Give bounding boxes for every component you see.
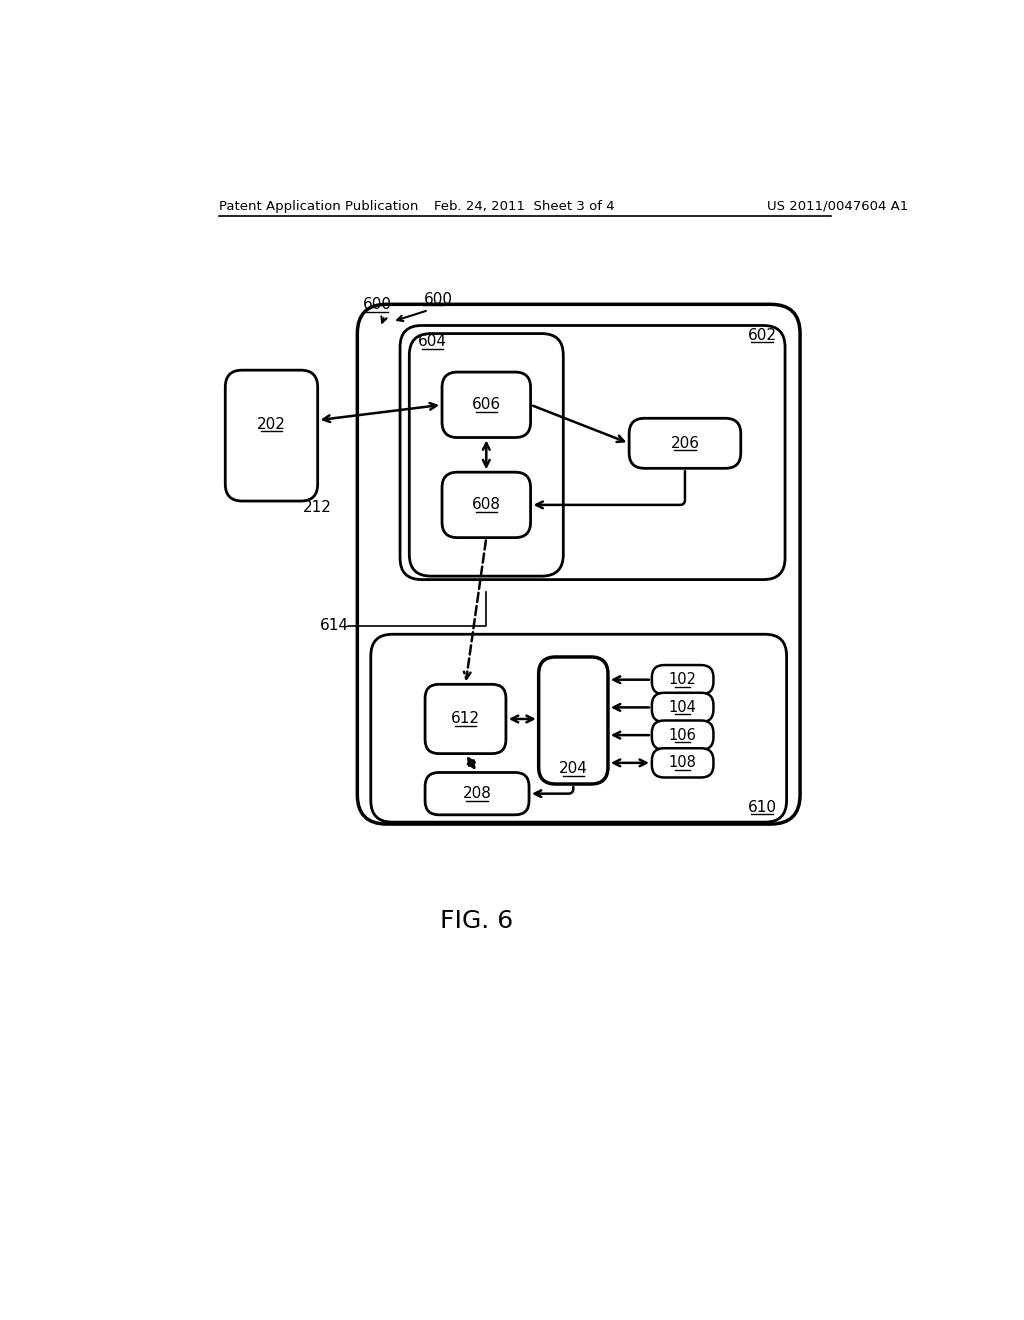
FancyBboxPatch shape: [652, 721, 714, 750]
Text: Feb. 24, 2011  Sheet 3 of 4: Feb. 24, 2011 Sheet 3 of 4: [434, 199, 615, 213]
Text: 102: 102: [669, 672, 696, 688]
FancyBboxPatch shape: [629, 418, 740, 469]
FancyBboxPatch shape: [410, 334, 563, 576]
Text: FIG. 6: FIG. 6: [440, 908, 514, 933]
Text: 604: 604: [418, 334, 446, 350]
Text: US 2011/0047604 A1: US 2011/0047604 A1: [767, 199, 908, 213]
Text: Patent Application Publication: Patent Application Publication: [219, 199, 419, 213]
Text: 602: 602: [748, 327, 776, 343]
Text: 614: 614: [321, 618, 349, 634]
Text: 106: 106: [669, 727, 696, 743]
FancyBboxPatch shape: [225, 370, 317, 502]
Text: 610: 610: [748, 800, 776, 814]
FancyBboxPatch shape: [652, 748, 714, 777]
Text: 608: 608: [472, 498, 501, 512]
FancyBboxPatch shape: [425, 772, 529, 814]
Text: 202: 202: [257, 417, 286, 432]
Text: 108: 108: [669, 755, 696, 771]
FancyBboxPatch shape: [425, 684, 506, 754]
Text: 204: 204: [559, 762, 588, 776]
FancyBboxPatch shape: [357, 305, 800, 824]
FancyBboxPatch shape: [371, 635, 786, 822]
Text: 612: 612: [451, 711, 480, 726]
Text: 600: 600: [362, 297, 391, 313]
FancyBboxPatch shape: [442, 372, 530, 437]
FancyBboxPatch shape: [652, 693, 714, 722]
Text: 206: 206: [671, 436, 699, 451]
Text: 606: 606: [472, 397, 501, 412]
FancyBboxPatch shape: [539, 657, 608, 784]
FancyBboxPatch shape: [442, 473, 530, 537]
Text: 212: 212: [303, 500, 332, 515]
Text: 600: 600: [424, 292, 453, 306]
Text: 104: 104: [669, 700, 696, 715]
FancyBboxPatch shape: [400, 326, 785, 579]
Text: 208: 208: [463, 787, 492, 801]
FancyBboxPatch shape: [652, 665, 714, 694]
